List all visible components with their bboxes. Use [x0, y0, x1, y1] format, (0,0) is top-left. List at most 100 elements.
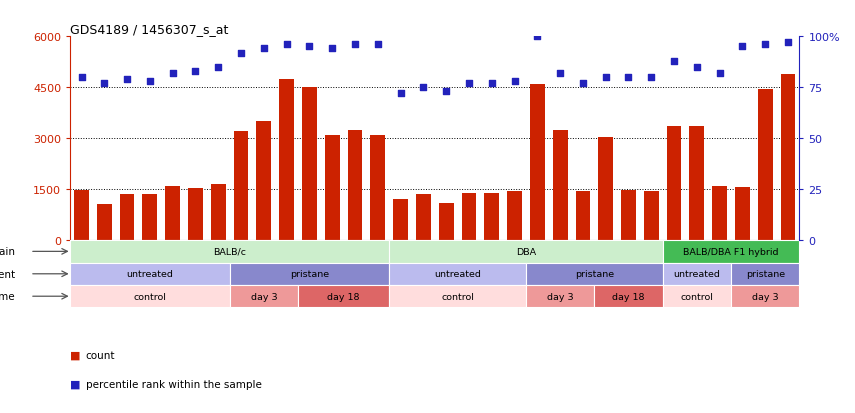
FancyBboxPatch shape	[594, 285, 663, 308]
Point	[485, 81, 498, 87]
Bar	[211, 185, 226, 240]
FancyBboxPatch shape	[526, 263, 663, 285]
Bar	[712, 187, 727, 240]
Bar	[188, 188, 203, 240]
FancyBboxPatch shape	[70, 240, 389, 263]
FancyBboxPatch shape	[663, 263, 731, 285]
FancyBboxPatch shape	[389, 263, 526, 285]
Bar	[507, 191, 522, 240]
FancyBboxPatch shape	[70, 285, 230, 308]
Point	[74, 74, 88, 81]
Text: ■: ■	[70, 350, 80, 360]
Point	[394, 91, 408, 97]
Bar	[484, 194, 499, 240]
Bar	[165, 187, 180, 240]
Text: day 3: day 3	[752, 292, 779, 301]
Bar	[735, 188, 750, 240]
Text: GDS4189 / 1456307_s_at: GDS4189 / 1456307_s_at	[70, 23, 228, 36]
Text: control: control	[681, 292, 713, 301]
Text: BALB/DBA F1 hybrid: BALB/DBA F1 hybrid	[683, 247, 779, 256]
Text: untreated: untreated	[127, 270, 174, 279]
Point	[371, 42, 385, 49]
Bar	[758, 90, 773, 240]
Bar	[462, 194, 476, 240]
Point	[622, 74, 635, 81]
Text: time: time	[0, 292, 15, 301]
Point	[735, 44, 749, 51]
FancyBboxPatch shape	[230, 263, 389, 285]
Point	[713, 71, 727, 77]
FancyBboxPatch shape	[663, 285, 731, 308]
Text: untreated: untreated	[674, 270, 720, 279]
Text: BALB/c: BALB/c	[213, 247, 246, 256]
Point	[439, 89, 453, 95]
Bar	[644, 191, 658, 240]
Text: percentile rank within the sample: percentile rank within the sample	[86, 379, 262, 389]
Point	[553, 71, 567, 77]
Point	[189, 69, 203, 75]
Point	[166, 71, 180, 77]
Text: pristane: pristane	[290, 270, 329, 279]
Point	[348, 42, 362, 49]
Text: control: control	[133, 292, 167, 301]
Point	[690, 64, 704, 71]
Bar	[416, 195, 431, 240]
Bar	[120, 195, 134, 240]
Bar	[781, 74, 795, 240]
Bar	[598, 137, 613, 240]
Text: pristane: pristane	[746, 270, 785, 279]
Bar	[143, 195, 157, 240]
Bar	[575, 191, 590, 240]
Bar	[370, 135, 386, 240]
Bar	[325, 135, 339, 240]
Bar	[552, 131, 568, 240]
Point	[326, 46, 339, 53]
Point	[781, 40, 795, 47]
Text: pristane: pristane	[575, 270, 614, 279]
Bar	[348, 131, 363, 240]
Text: strain: strain	[0, 247, 15, 257]
FancyBboxPatch shape	[389, 240, 663, 263]
Point	[645, 74, 658, 81]
Point	[462, 81, 475, 87]
Text: DBA: DBA	[516, 247, 536, 256]
Point	[211, 64, 225, 71]
FancyBboxPatch shape	[298, 285, 389, 308]
Text: untreated: untreated	[434, 270, 481, 279]
Point	[576, 81, 590, 87]
Text: day 3: day 3	[547, 292, 574, 301]
Text: day 18: day 18	[612, 292, 645, 301]
Point	[234, 50, 248, 57]
Point	[121, 76, 134, 83]
Bar	[280, 80, 294, 240]
Point	[143, 78, 156, 85]
Point	[598, 74, 612, 81]
Point	[530, 34, 544, 40]
Point	[97, 81, 111, 87]
Point	[280, 42, 293, 49]
Bar	[302, 88, 317, 240]
Bar	[97, 205, 112, 240]
FancyBboxPatch shape	[731, 285, 799, 308]
Bar	[233, 132, 249, 240]
Point	[667, 58, 681, 65]
Point	[303, 44, 316, 51]
Text: ■: ■	[70, 379, 80, 389]
Text: day 3: day 3	[251, 292, 277, 301]
Text: count: count	[86, 350, 115, 360]
Bar	[74, 190, 89, 240]
Bar	[439, 203, 453, 240]
FancyBboxPatch shape	[230, 285, 298, 308]
Point	[416, 85, 430, 91]
Bar	[530, 85, 545, 240]
Bar	[667, 127, 681, 240]
Bar	[689, 127, 705, 240]
FancyBboxPatch shape	[70, 263, 230, 285]
Point	[257, 46, 271, 53]
Bar	[393, 200, 408, 240]
Bar	[621, 190, 636, 240]
Bar	[256, 122, 271, 240]
FancyBboxPatch shape	[526, 285, 594, 308]
Text: day 18: day 18	[327, 292, 360, 301]
Point	[508, 78, 522, 85]
